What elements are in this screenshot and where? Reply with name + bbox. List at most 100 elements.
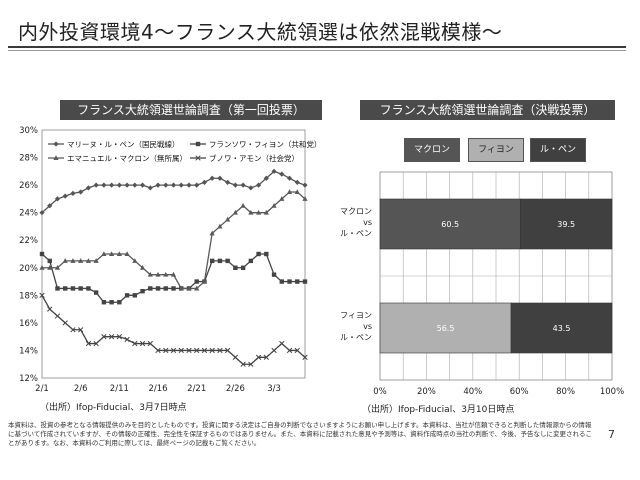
data-point	[39, 251, 45, 257]
y-tick-label: 24%	[19, 209, 38, 219]
data-point	[163, 347, 169, 354]
data-point	[78, 258, 84, 263]
legend-entry: マリーヌ・ル・ペン（国民戦線）	[67, 139, 180, 149]
data-point	[101, 300, 107, 305]
data-point	[171, 286, 176, 291]
y-tick-label: 28%	[19, 154, 38, 164]
data-point	[178, 285, 184, 291]
data-point	[140, 289, 145, 294]
data-point	[139, 340, 146, 347]
data-point	[85, 185, 92, 191]
data-point	[163, 286, 168, 291]
data-point	[108, 334, 115, 340]
data-point	[186, 347, 192, 354]
legend-key-macron: マクロン	[404, 138, 460, 162]
data-point	[209, 175, 215, 181]
data-point	[279, 340, 285, 347]
data-point	[124, 293, 130, 298]
data-point	[279, 279, 284, 284]
data-point	[302, 182, 308, 188]
data-point	[240, 265, 246, 270]
data-point	[248, 361, 254, 367]
data-point	[295, 279, 300, 284]
x-tick-label: 20%	[417, 387, 436, 397]
data-point	[279, 171, 285, 177]
data-point	[271, 202, 277, 208]
data-point	[186, 182, 192, 188]
x-tick-label: 60%	[510, 387, 529, 397]
data-point	[47, 258, 52, 264]
data-point	[170, 271, 177, 277]
data-point	[240, 202, 246, 208]
data-point	[240, 182, 246, 188]
y-tick-label: 22%	[19, 236, 38, 246]
data-point	[302, 354, 308, 360]
legend-entry: ブノワ・アモン（社会党）	[209, 153, 299, 163]
category-label: フィヨン	[340, 311, 372, 320]
data-point	[248, 209, 254, 215]
disclaimer-text: 本資料は、投資の参考となる情報提供のみを目的としたものです。投資に関する決定はご…	[8, 421, 593, 447]
data-point	[93, 182, 99, 188]
left-chart-banner: フランス大統領選世論調査（第一回投票）	[60, 100, 322, 120]
series-line	[41, 295, 306, 365]
legend-marker	[53, 155, 59, 160]
data-point	[287, 279, 292, 284]
data-point	[178, 347, 184, 354]
legend-marker	[195, 141, 201, 147]
data-point	[248, 258, 254, 264]
data-point	[225, 258, 230, 264]
x-tick-label: 2/16	[148, 384, 167, 394]
bar-data-label: 56.5	[437, 324, 455, 333]
data-point	[294, 347, 300, 354]
data-point	[163, 271, 169, 277]
data-point	[225, 179, 231, 185]
data-point	[279, 196, 285, 201]
data-point	[217, 223, 223, 229]
data-point	[148, 286, 153, 291]
data-point	[109, 300, 114, 305]
x-tick-label: 2/1	[35, 384, 49, 394]
y-tick-label: 30%	[19, 126, 38, 136]
x-tick-label: 3/3	[267, 384, 281, 394]
data-point	[271, 168, 277, 174]
data-point	[116, 182, 122, 188]
x-tick-label: 80%	[556, 387, 575, 397]
data-point	[101, 334, 107, 340]
data-point	[233, 265, 238, 270]
data-point	[302, 196, 308, 201]
data-point	[70, 258, 76, 263]
data-point	[101, 251, 107, 256]
data-point	[294, 189, 300, 194]
x-tick-label: 2/26	[226, 384, 245, 394]
page-title: 内外投資環境4～フランス大統領選は依然混戦模様～	[18, 20, 503, 44]
data-point	[194, 279, 199, 284]
legend-marker	[195, 155, 201, 161]
data-point	[63, 286, 68, 291]
data-point	[116, 334, 123, 340]
y-tick-label: 12%	[19, 374, 38, 384]
data-point	[271, 347, 277, 354]
data-point	[232, 209, 238, 215]
data-point	[255, 182, 262, 188]
data-point	[286, 347, 293, 354]
x-tick-label: 2/21	[187, 384, 206, 394]
data-point	[62, 193, 68, 199]
data-point	[139, 182, 146, 188]
data-point	[47, 306, 53, 312]
x-tick-label: 100%	[600, 387, 624, 397]
data-point	[132, 182, 138, 188]
data-point	[93, 290, 99, 295]
data-point	[55, 286, 60, 291]
data-point	[201, 278, 208, 284]
data-point	[147, 271, 153, 277]
data-point	[263, 175, 269, 181]
data-point	[201, 179, 208, 185]
data-point	[139, 264, 146, 270]
data-point	[109, 182, 115, 188]
data-point	[263, 354, 269, 360]
data-point	[39, 210, 45, 216]
data-point	[117, 300, 122, 305]
data-point	[271, 272, 277, 277]
data-point	[256, 251, 261, 257]
data-point	[62, 320, 68, 326]
